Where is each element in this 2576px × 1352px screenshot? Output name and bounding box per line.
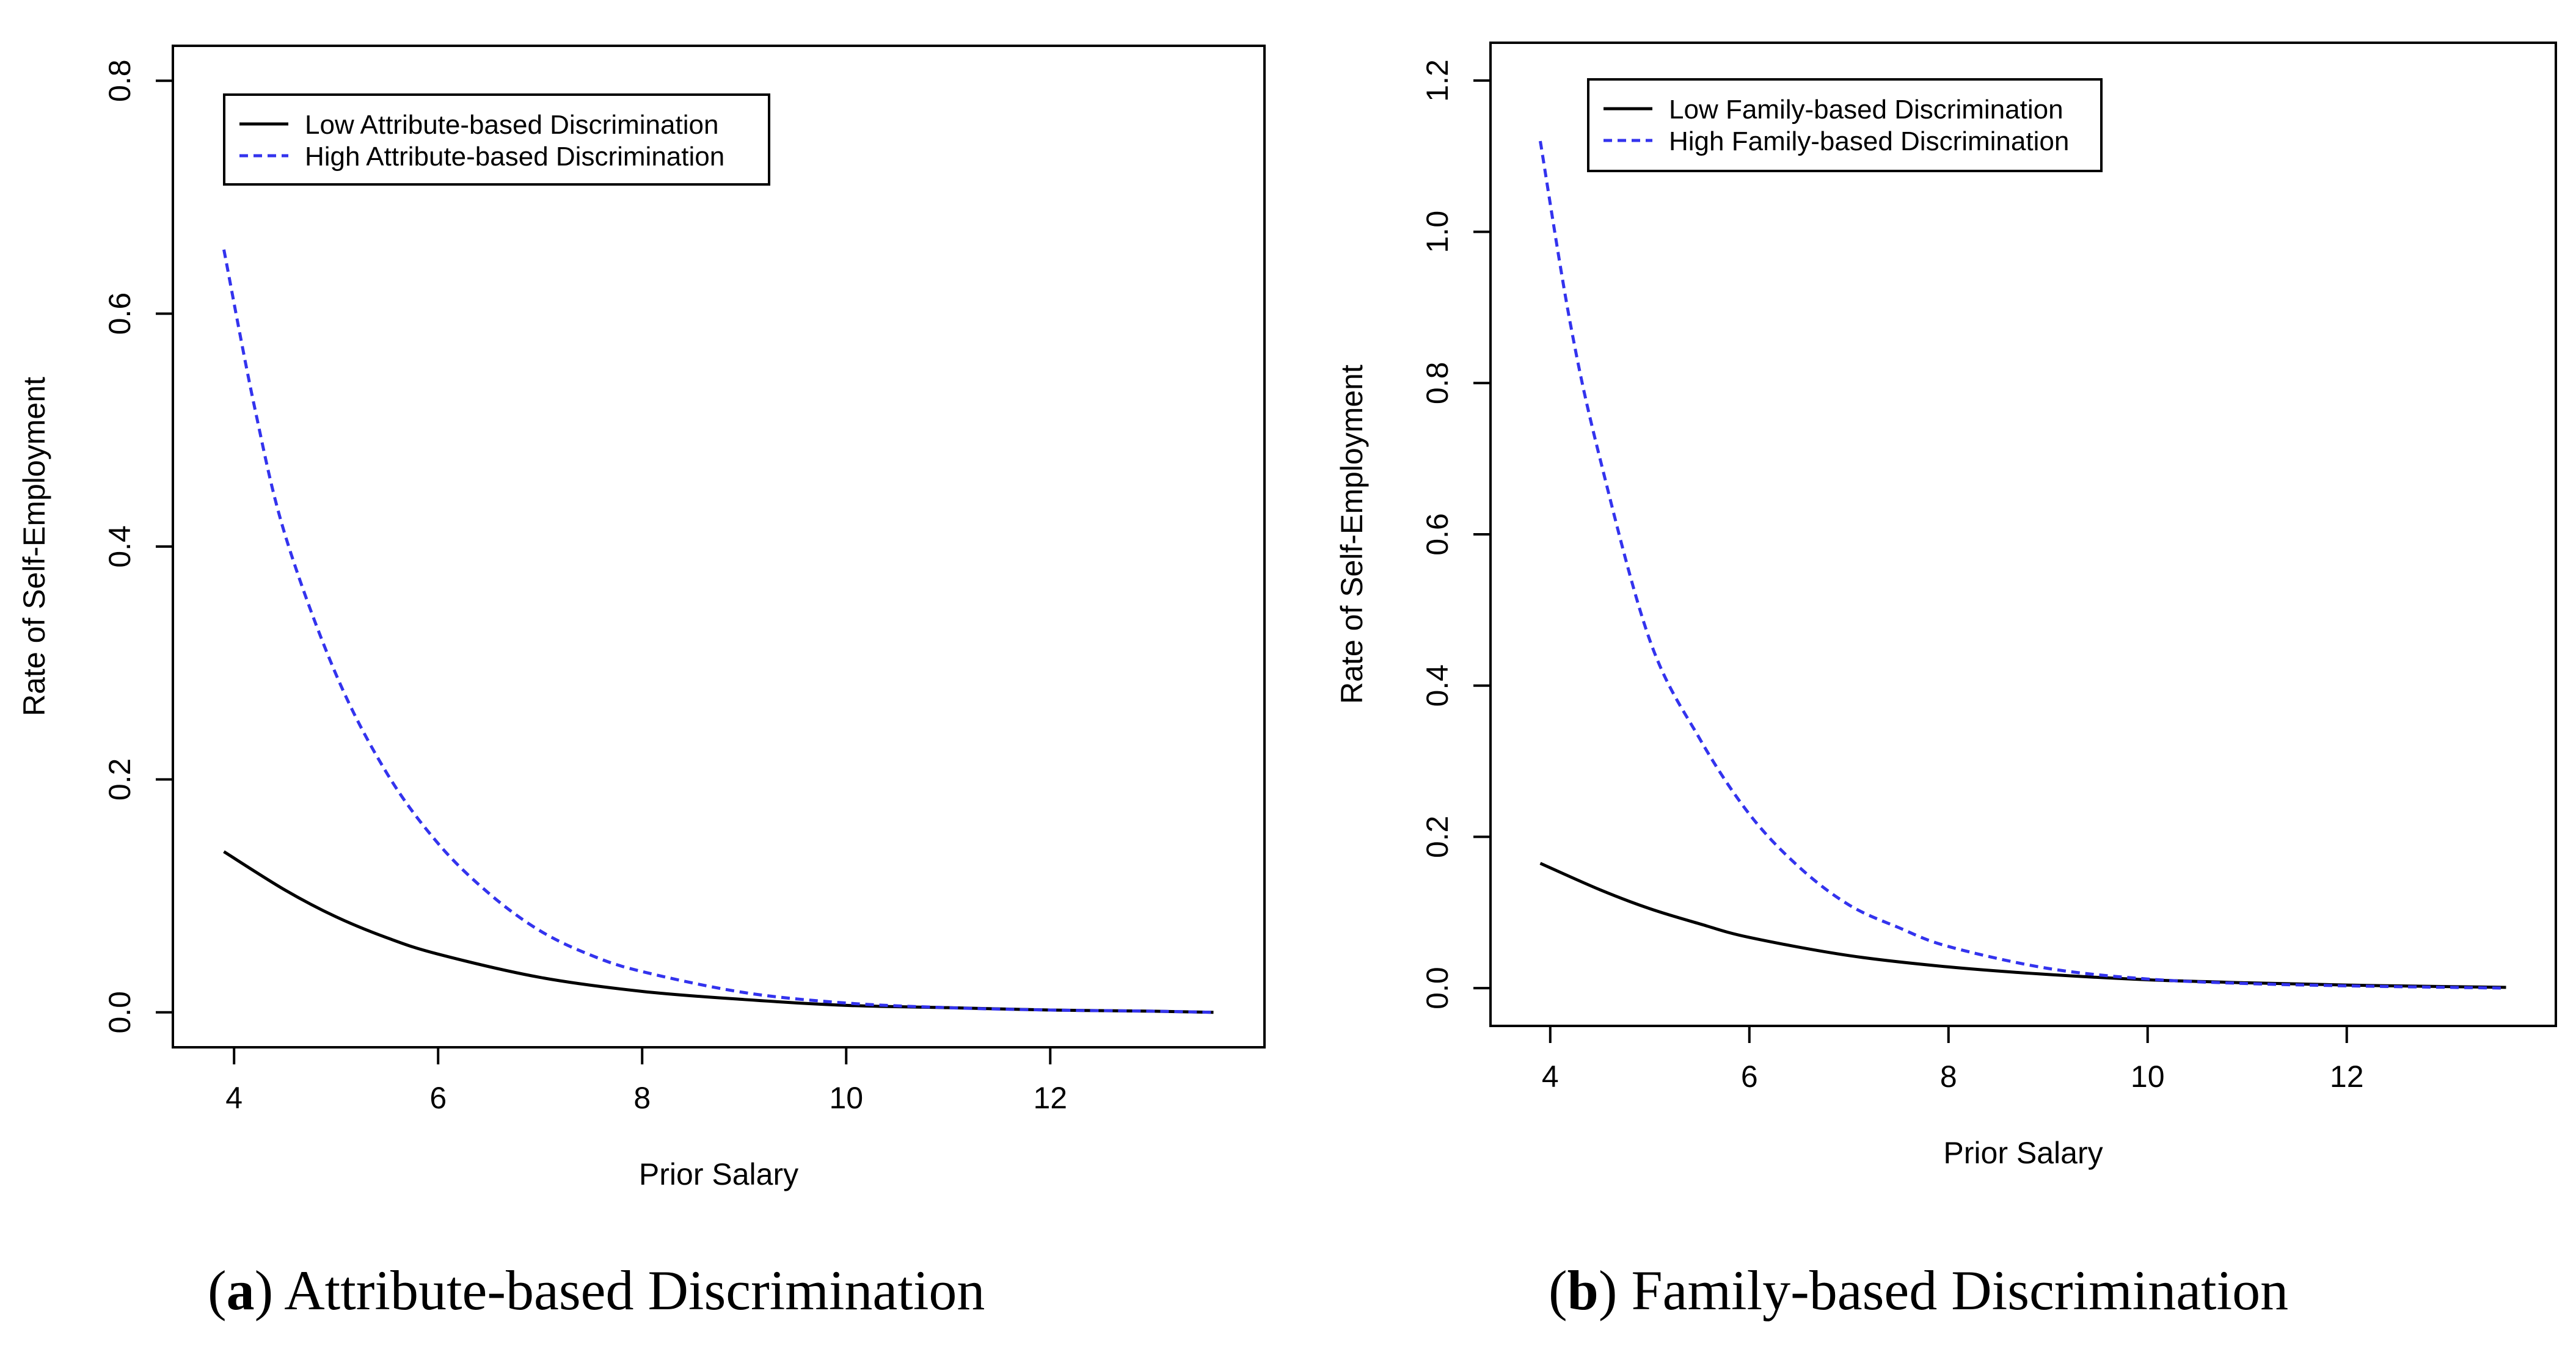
legend-entry: Low Attribute-based Discrimination xyxy=(305,110,718,140)
caption-a: (a) Attribute-based Discrimination xyxy=(208,1259,985,1321)
x-tick-label: 4 xyxy=(225,1081,243,1115)
panel-b: 4 6 8 10 12 0.0 0.2 0.4 0.6 0.8 1.0 1.2 Prior Salary… xyxy=(1335,42,2557,1170)
legend-entry: High Family-based Discrimination xyxy=(1669,126,2069,156)
panel-a: 4 6 8 10 12 0.0 0.2 0.4 0.6 0.8 Prior Salary Rate o… xyxy=(17,45,1266,1191)
caption-a-text: Attribute-based Discrimination xyxy=(284,1259,985,1321)
y-axis-label: Rate of Self-Employment xyxy=(17,377,51,716)
legend-entry: Low Family-based Discrimination xyxy=(1669,95,2063,125)
y-tick-label: 1.0 xyxy=(1420,211,1454,253)
y-tick-label: 0.6 xyxy=(1420,513,1454,556)
y-tick-label: 0.4 xyxy=(103,525,137,568)
y-tick-label: 1.2 xyxy=(1420,59,1454,102)
plot-frame xyxy=(1489,42,2557,1027)
plot-frame xyxy=(172,45,1266,1049)
caption-b: (b) Family-based Discrimination xyxy=(1549,1259,2289,1321)
high-discrimination-line xyxy=(1539,140,2506,990)
x-tick-label: 12 xyxy=(1033,1081,1067,1115)
y-tick-label: 0.2 xyxy=(1420,816,1454,859)
y-axis-label: Rate of Self-Employment xyxy=(1335,365,1369,704)
x-tick-label: 8 xyxy=(1940,1059,1957,1094)
x-axis-label: Prior Salary xyxy=(639,1157,798,1191)
x-tick-label: 6 xyxy=(429,1081,447,1115)
x-tick-label: 10 xyxy=(2131,1059,2165,1094)
x-axis-label: Prior Salary xyxy=(1943,1136,2103,1170)
legend-entry: High Attribute-based Discrimination xyxy=(305,142,724,172)
y-tick-label: 0.8 xyxy=(103,59,137,102)
y-tick-label: 0.0 xyxy=(1420,967,1454,1009)
caption-b-label: b xyxy=(1567,1259,1599,1321)
high-discrimination-line xyxy=(222,249,1214,1014)
y-tick-label: 0.8 xyxy=(1420,362,1454,405)
caption-b-text: Family-based Discrimination xyxy=(1631,1259,2289,1321)
x-tick-label: 8 xyxy=(633,1081,651,1115)
x-tick-label: 12 xyxy=(2330,1059,2364,1094)
caption-a-label: a xyxy=(226,1259,255,1321)
legend-box xyxy=(223,93,770,186)
x-tick-label: 6 xyxy=(1741,1059,1758,1094)
legend-box xyxy=(1587,78,2103,172)
y-tick-label: 0.6 xyxy=(103,293,137,335)
low-discrimination-line xyxy=(1539,862,2506,989)
y-tick-label: 0.2 xyxy=(103,758,137,801)
y-tick-label: 0.0 xyxy=(103,991,137,1034)
x-tick-label: 10 xyxy=(829,1081,863,1115)
y-tick-label: 0.4 xyxy=(1420,664,1454,707)
x-tick-label: 4 xyxy=(1542,1059,1559,1094)
